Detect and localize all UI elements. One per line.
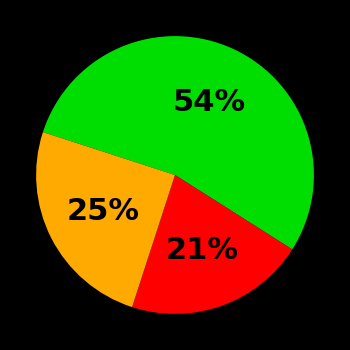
Wedge shape [43,36,314,250]
Text: 21%: 21% [166,236,239,265]
Wedge shape [132,175,292,314]
Text: 54%: 54% [173,88,246,117]
Text: 25%: 25% [67,197,140,226]
Wedge shape [36,132,175,307]
